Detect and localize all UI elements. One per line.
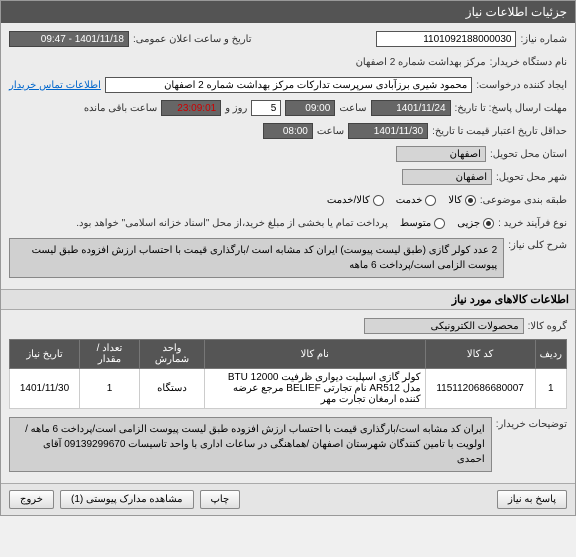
table-row: 1 1151120686680007 کولر گازی اسپلیت دیوا…	[10, 369, 567, 409]
days-field: 5	[251, 100, 281, 116]
reply-date-field: 1401/11/24	[371, 100, 451, 116]
city-loc-label: شهر محل تحویل:	[496, 172, 567, 183]
summary-box: 2 عدد کولر گازی (طبق لیست پیوست) ایران ک…	[9, 238, 504, 278]
header-title: جزئیات اطلاعات نیاز	[466, 5, 567, 19]
col-3: واحد شمارش	[140, 340, 205, 369]
col-4: تعداد / مقدار	[80, 340, 140, 369]
buyer-value: مرکز بهداشت شماره 2 اصفهان	[356, 57, 486, 68]
radio-icon	[483, 218, 494, 229]
group-field: محصولات الکترونیکی	[364, 318, 524, 334]
explain-label: توضیحات خریدار:	[496, 415, 567, 430]
city-loc-field: اصفهان	[402, 169, 492, 185]
announce-label: تاریخ و ساعت اعلان عمومی:	[133, 34, 252, 45]
goods-table: ردیف کد کالا نام کالا واحد شمارش تعداد /…	[9, 339, 567, 409]
reply-deadline-label: مهلت ارسال پاسخ: تا تاریخ:	[455, 103, 567, 114]
validity-label: حداقل تاریخ اعتبار قیمت تا تاریخ:	[432, 126, 567, 137]
need-loc-field: اصفهان	[396, 146, 486, 162]
reply-time-field: 09:00	[285, 100, 335, 116]
radio-icon	[465, 195, 476, 206]
budget-radio-group: کالا خدمت کالا/خدمت	[327, 195, 476, 206]
table-header-row: ردیف کد کالا نام کالا واحد شمارش تعداد /…	[10, 340, 567, 369]
panel-header: جزئیات اطلاعات نیاز	[1, 1, 575, 23]
countdown-field: 23:09:01	[161, 100, 221, 116]
buyer-label: نام دستگاه خریدار:	[490, 57, 567, 68]
reply-time-label: ساعت	[339, 103, 366, 114]
cell: کولر گازی اسپلیت دیواری ظرفیت BTU 12000 …	[205, 369, 426, 409]
radio-icon	[425, 195, 436, 206]
need-no-label: شماره نیاز:	[520, 34, 567, 45]
need-loc-label: استان محل تحویل:	[490, 149, 567, 160]
group-label: گروه کالا:	[528, 321, 567, 332]
attachments-button[interactable]: مشاهده مدارک پیوستی (1)	[60, 490, 194, 509]
budget-label: طبقه بندی موضوعی:	[480, 195, 567, 206]
days-label: روز و	[225, 103, 247, 114]
process-label: نوع فرآیند خرید :	[498, 218, 567, 229]
cell: 1	[80, 369, 140, 409]
process-opt-0[interactable]: جزیی	[457, 218, 494, 229]
process-note: پرداخت تمام یا بخشی از مبلغ خرید،از محل …	[76, 218, 388, 229]
summary-label: شرح کلی نیاز:	[508, 236, 567, 251]
cell: دستگاه	[140, 369, 205, 409]
validity-time-field: 08:00	[263, 123, 313, 139]
cell: 1401/11/30	[10, 369, 80, 409]
budget-opt-0[interactable]: کالا	[448, 195, 476, 206]
validity-date-field: 1401/11/30	[348, 123, 428, 139]
radio-icon	[373, 195, 384, 206]
print-button[interactable]: چاپ	[200, 490, 241, 509]
exit-button[interactable]: خروج	[9, 490, 54, 509]
process-opt-1[interactable]: متوسط	[400, 218, 445, 229]
col-0: ردیف	[535, 340, 566, 369]
col-2: نام کالا	[205, 340, 426, 369]
col-5: تاریخ نیاز	[10, 340, 80, 369]
requester-field: محمود شیری برزآبادی سرپرست تدارکات مرکز …	[105, 77, 472, 93]
requester-label: ایجاد کننده درخواست:	[476, 80, 567, 91]
cell: 1151120686680007	[425, 369, 535, 409]
need-no-field: 1101092188000030	[376, 31, 516, 47]
validity-time-label: ساعت	[317, 126, 344, 137]
process-radio-group: جزیی متوسط	[400, 218, 494, 229]
cell: 1	[535, 369, 566, 409]
remaining-label: ساعت باقی مانده	[84, 103, 157, 114]
budget-opt-2[interactable]: کالا/خدمت	[327, 195, 384, 206]
announce-date-field: 1401/11/18 - 09:47	[9, 31, 129, 47]
reply-button[interactable]: پاسخ به نیاز	[497, 490, 567, 509]
goods-header: اطلاعات کالاهای مورد نیاز	[1, 289, 575, 310]
col-1: کد کالا	[425, 340, 535, 369]
footer-bar: پاسخ به نیاز چاپ مشاهده مدارک پیوستی (1)…	[1, 483, 575, 515]
contact-link[interactable]: اطلاعات تماس خریدار	[9, 80, 101, 91]
radio-icon	[434, 218, 445, 229]
budget-opt-1[interactable]: خدمت	[396, 195, 437, 206]
explain-box: ایران کد مشابه است/بارگذاری قیمت با احتس…	[9, 417, 492, 472]
